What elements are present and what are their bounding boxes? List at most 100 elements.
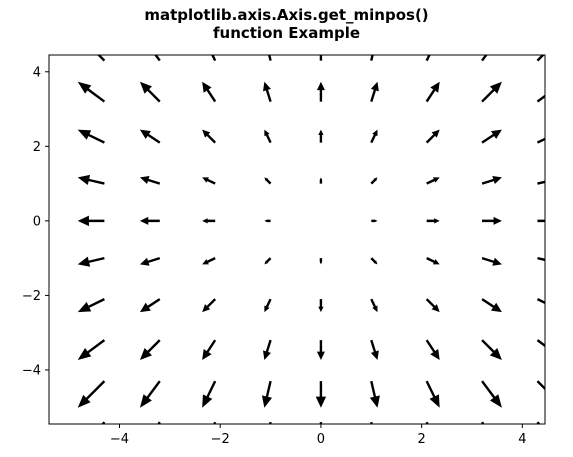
- arrow-4-6: [264, 177, 272, 185]
- arrow-3-4: [202, 257, 216, 265]
- arrow-7-4: [426, 257, 440, 265]
- arrow-1-8: [77, 81, 106, 103]
- arrow-3-7: [202, 129, 217, 144]
- arrow-4-4: [264, 257, 272, 265]
- arrow-8-9: [481, 55, 502, 62]
- axes-frame: [48, 54, 546, 425]
- arrow-1-0: [77, 421, 106, 424]
- arrow-5-8: [316, 81, 325, 102]
- arrow-6-9: [369, 55, 380, 61]
- y-tick-label: −4: [22, 363, 41, 378]
- arrow-9-7: [536, 129, 545, 144]
- arrow-7-9: [425, 55, 440, 62]
- arrow-1-5: [77, 215, 105, 227]
- arrow-8-3: [481, 298, 502, 313]
- chart-title-line-2: function Example: [212, 24, 361, 42]
- arrow-5-6: [319, 177, 323, 184]
- arrow-5-4: [319, 258, 323, 265]
- arrow-8-7: [481, 129, 502, 144]
- arrow-9-3: [536, 298, 545, 313]
- arrow-9-8: [536, 81, 545, 103]
- arrow-7-1: [425, 380, 440, 408]
- arrow-7-6: [426, 177, 440, 185]
- arrow-2-6: [139, 176, 161, 185]
- arrow-2-4: [139, 256, 161, 266]
- x-axis: −4 −2 0 2 4: [110, 424, 526, 447]
- arrow-6-2: [370, 339, 379, 360]
- arrow-2-1: [139, 380, 161, 408]
- arrow-3-2: [202, 339, 217, 360]
- arrow-0-2: [49, 339, 50, 360]
- arrow-0-9: [49, 55, 50, 62]
- arrow-0-0: [49, 421, 50, 424]
- arrow-2-2: [139, 339, 161, 360]
- arrow-5-3: [318, 299, 324, 313]
- arrow-0-6: [49, 174, 50, 185]
- arrow-4-0: [261, 421, 272, 424]
- arrow-4-9: [261, 55, 273, 61]
- arrow-6-0: [369, 421, 381, 424]
- arrow-8-2: [481, 339, 502, 360]
- arrow-9-6: [537, 174, 545, 186]
- arrow-4-3: [264, 298, 272, 313]
- arrow-0-8: [49, 81, 50, 103]
- arrow-6-7: [370, 129, 378, 144]
- arrow-6-1: [369, 380, 380, 408]
- arrow-2-8: [139, 81, 161, 103]
- arrow-7-3: [425, 298, 440, 313]
- arrow-9-2: [536, 339, 545, 360]
- arrow-5-7: [318, 129, 324, 143]
- arrow-field: [49, 55, 545, 424]
- arrow-3-5: [202, 218, 216, 224]
- arrow-8-1: [481, 380, 502, 408]
- arrow-0-1: [49, 380, 50, 408]
- arrow-1-3: [77, 298, 105, 313]
- arrow-9-9: [536, 55, 545, 62]
- arrow-9-5: [537, 219, 545, 223]
- arrow-5-1: [315, 381, 327, 408]
- arrow-1-7: [77, 129, 105, 144]
- arrow-4-8: [262, 81, 272, 102]
- y-tick-label: 0: [33, 214, 41, 229]
- arrow-7-5: [426, 218, 440, 224]
- arrow-8-8: [481, 81, 502, 103]
- arrow-8-0: [481, 421, 502, 424]
- arrow-7-2: [425, 339, 440, 360]
- arrow-7-7: [425, 129, 440, 144]
- arrow-4-7: [264, 129, 272, 144]
- arrow-2-7: [139, 129, 161, 144]
- arrow-8-5: [482, 216, 502, 225]
- x-tick-label: −4: [110, 432, 129, 447]
- arrow-7-8: [425, 81, 440, 103]
- arrow-6-5: [371, 219, 378, 223]
- chart-title-line-1: matplotlib.axis.Axis.get_minpos(): [144, 6, 429, 24]
- arrow-2-3: [139, 298, 161, 313]
- arrow-2-0: [139, 421, 161, 424]
- arrow-9-4: [537, 256, 545, 267]
- arrow-8-6: [481, 176, 502, 185]
- arrow-3-6: [202, 177, 216, 185]
- chart-title: matplotlib.axis.Axis.get_minpos() functi…: [0, 6, 573, 42]
- arrow-5-2: [316, 340, 325, 360]
- x-tick-label: −2: [211, 432, 230, 447]
- arrow-9-0: [536, 421, 545, 424]
- arrow-6-8: [370, 81, 379, 102]
- arrow-9-1: [536, 380, 545, 408]
- arrow-1-2: [77, 339, 106, 360]
- arrow-2-5: [139, 216, 160, 225]
- arrow-1-4: [77, 256, 105, 267]
- y-tick-label: 4: [33, 65, 41, 80]
- arrow-6-4: [370, 257, 378, 265]
- arrow-4-1: [261, 380, 273, 408]
- arrow-3-3: [202, 298, 217, 313]
- x-tick-label: 4: [518, 432, 526, 447]
- y-axis: −4 −2 0 2 4: [22, 65, 49, 378]
- arrow-1-9: [77, 55, 106, 62]
- x-tick-label: 2: [417, 432, 425, 447]
- arrow-2-9: [139, 55, 161, 62]
- x-tick-label: 0: [317, 432, 325, 447]
- arrow-0-4: [49, 256, 50, 268]
- y-tick-label: −2: [22, 289, 41, 304]
- arrow-3-1: [202, 380, 217, 408]
